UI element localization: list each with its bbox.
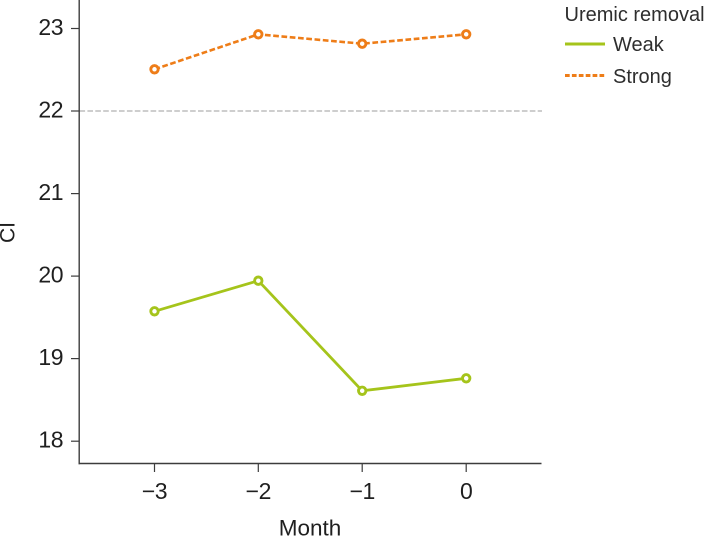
svg-text:23: 23	[38, 14, 63, 40]
svg-text:19: 19	[38, 344, 63, 370]
svg-text:Strong: Strong	[613, 66, 672, 88]
svg-text:21: 21	[38, 179, 63, 205]
svg-text:Uremic removal: Uremic removal	[565, 4, 705, 26]
svg-text:22: 22	[38, 97, 63, 123]
svg-text:−3: −3	[142, 478, 167, 504]
svg-text:Month: Month	[279, 516, 342, 538]
svg-text:20: 20	[38, 262, 63, 288]
svg-text:−2: −2	[246, 478, 271, 504]
svg-text:18: 18	[38, 427, 63, 453]
svg-text:Weak: Weak	[613, 34, 665, 56]
svg-text:0: 0	[460, 478, 472, 504]
svg-text:−1: −1	[350, 478, 375, 504]
svg-text:CI: CI	[0, 222, 20, 243]
